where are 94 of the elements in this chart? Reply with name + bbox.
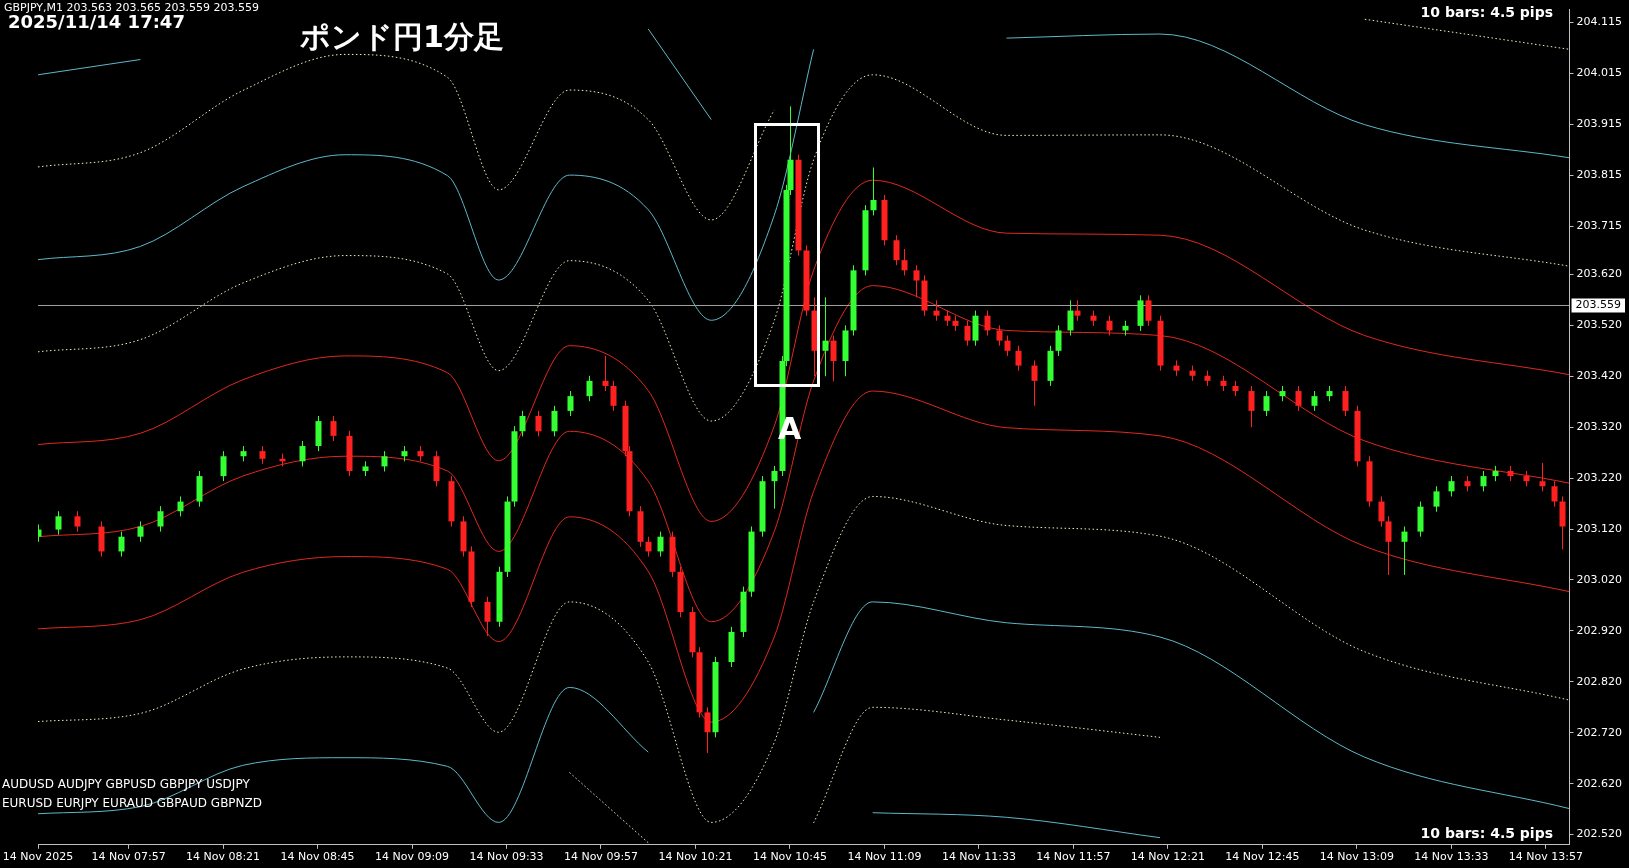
candlestick bbox=[137, 520, 144, 543]
candlestick bbox=[1145, 294, 1152, 327]
y-tick-label: 202.520 bbox=[1576, 827, 1623, 841]
x-tick-label: 14 Nov 08:45 bbox=[280, 850, 355, 864]
candlestick bbox=[602, 355, 609, 392]
x-tick-label: 14 Nov 12:45 bbox=[1225, 850, 1300, 864]
x-tick-label: 14 Nov 11:09 bbox=[847, 850, 922, 864]
y-tick-label: 203.320 bbox=[1576, 420, 1623, 434]
y-tick-label: 202.620 bbox=[1576, 776, 1623, 790]
candlestick bbox=[567, 390, 574, 417]
y-tick-label: 202.920 bbox=[1576, 623, 1623, 637]
annotation: EURUSD EURJPY EURAUD GBPAUD GBPNZD bbox=[2, 796, 263, 811]
y-tick-label: 203.815 bbox=[1576, 167, 1623, 181]
y-tick-label: 202.720 bbox=[1576, 725, 1623, 739]
candlestick bbox=[984, 310, 991, 337]
y-tick-label: 203.420 bbox=[1576, 369, 1623, 383]
candlestick bbox=[1074, 299, 1081, 322]
x-tick-label: 14 Nov 07:57 bbox=[91, 850, 166, 864]
candlestick bbox=[1385, 515, 1392, 576]
candlestick bbox=[484, 596, 491, 637]
x-tick-label: 14 Nov 11:57 bbox=[1036, 850, 1111, 864]
candlestick bbox=[586, 375, 593, 402]
candlestick bbox=[1004, 335, 1011, 357]
x-tick-label: 14 Nov 10:45 bbox=[752, 850, 828, 864]
candlestick bbox=[1401, 526, 1408, 576]
candlestick bbox=[893, 234, 900, 266]
candlestick bbox=[330, 415, 337, 442]
candlestick bbox=[1311, 390, 1318, 412]
candlestick bbox=[1433, 485, 1440, 513]
candlestick bbox=[1551, 480, 1558, 508]
candlestick bbox=[830, 335, 837, 382]
y-tick-label: 203.620 bbox=[1576, 267, 1623, 281]
y-tick-label: 202.820 bbox=[1576, 674, 1623, 688]
candlestick bbox=[1248, 385, 1255, 428]
x-tick-label: 14 Nov 13:33 bbox=[1414, 850, 1489, 864]
candlestick bbox=[771, 465, 778, 510]
candlestick bbox=[645, 536, 652, 558]
ref-line-label: 203.559 bbox=[1575, 298, 1622, 312]
candlestick bbox=[177, 495, 184, 517]
x-tick-label: 14 Nov 11:33 bbox=[941, 850, 1017, 864]
candlestick bbox=[519, 410, 526, 437]
candlestick bbox=[381, 450, 388, 473]
candlestick bbox=[610, 380, 617, 412]
candlestick bbox=[220, 450, 227, 482]
annotation: GBPJPY,M1 203.563 203.565 203.559 203.559 bbox=[4, 1, 259, 15]
candlestick bbox=[1342, 385, 1349, 417]
x-tick-label: 14 Nov 09:57 bbox=[563, 850, 639, 864]
candlestick bbox=[1031, 359, 1038, 407]
candlestick bbox=[551, 405, 558, 437]
candlestick bbox=[299, 440, 306, 467]
x-tick-label: 14 Nov 08:21 bbox=[185, 850, 261, 864]
candlestick bbox=[1295, 385, 1302, 412]
chart-title: ポンド円1分足 bbox=[300, 19, 504, 54]
x-tick-label: 14 Nov 13:57 bbox=[1508, 850, 1583, 864]
candlestick bbox=[870, 166, 877, 216]
y-tick-label: 203.220 bbox=[1576, 470, 1623, 484]
x-tick-label: 14 Nov 13:09 bbox=[1319, 850, 1394, 864]
x-tick-label: 14 Nov 09:33 bbox=[469, 850, 544, 864]
y-tick-label: 203.520 bbox=[1576, 318, 1623, 332]
y-tick-label: 204.115 bbox=[1576, 15, 1623, 29]
candlestick bbox=[535, 410, 542, 437]
candlestick bbox=[822, 296, 829, 377]
y-tick-label: 203.715 bbox=[1576, 218, 1623, 232]
candlestick bbox=[1106, 315, 1113, 337]
candlestick bbox=[1067, 299, 1074, 337]
y-tick-label: 204.015 bbox=[1576, 66, 1623, 80]
x-tick-label: 14 Nov 12:21 bbox=[1130, 850, 1206, 864]
candlestick bbox=[1378, 495, 1385, 528]
candlestick bbox=[913, 264, 920, 298]
candlestick bbox=[157, 505, 164, 533]
candlestick bbox=[74, 510, 81, 533]
candlestick bbox=[657, 531, 664, 558]
candlestick bbox=[1015, 345, 1022, 372]
candlestick bbox=[1448, 475, 1455, 497]
y-tick-label: 203.915 bbox=[1576, 117, 1623, 131]
candlestick bbox=[1055, 324, 1062, 357]
candlestick bbox=[901, 248, 908, 276]
y-tick-label: 203.120 bbox=[1576, 521, 1623, 535]
line-series bbox=[38, 179, 1570, 522]
x-tick-label: 14 Nov 2025 bbox=[2, 850, 74, 864]
candlestick bbox=[1480, 470, 1487, 492]
x-tick-label: 14 Nov 09:09 bbox=[374, 850, 450, 864]
annotation: 10 bars: 4.5 pips bbox=[1420, 4, 1553, 21]
candlestick bbox=[1263, 390, 1270, 417]
candlestick bbox=[1539, 462, 1546, 492]
x-tick-label: 14 Nov 10:21 bbox=[658, 850, 733, 864]
candlestick bbox=[996, 324, 1003, 347]
y-tick-label: 203.020 bbox=[1576, 572, 1623, 586]
candlestick bbox=[118, 531, 125, 558]
candlestick bbox=[55, 510, 62, 536]
candlestick bbox=[704, 706, 711, 754]
candlestick bbox=[964, 320, 971, 347]
candlestick bbox=[933, 299, 940, 322]
annotation: 10 bars: 4.5 pips bbox=[1420, 825, 1553, 842]
